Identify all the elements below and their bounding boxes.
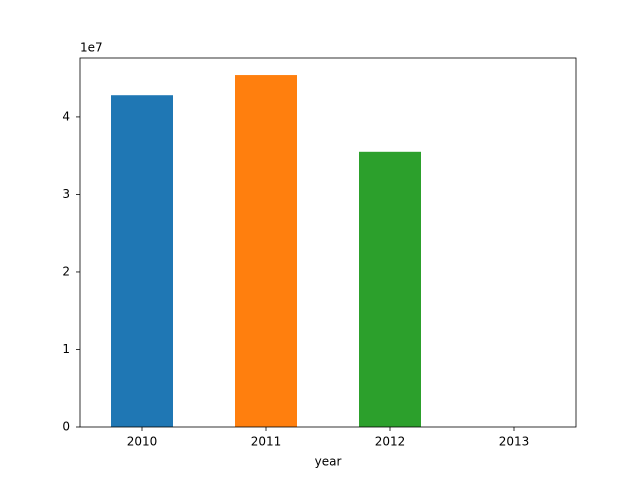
y-offset-label: 1e7 [80, 41, 103, 55]
y-tick-label: 0 [62, 420, 70, 434]
bar [235, 75, 297, 427]
y-tick-label: 4 [62, 109, 70, 123]
bar [111, 95, 173, 427]
bar [359, 151, 421, 427]
x-tick-label: 2012 [375, 435, 406, 449]
axes-frame [79, 57, 577, 428]
y-tick-label: 2 [62, 264, 70, 278]
x-tick-label: 2013 [499, 435, 530, 449]
y-tick-label: 3 [62, 187, 70, 201]
x-axis-label: year [315, 455, 342, 469]
x-tick-label: 2011 [251, 435, 282, 449]
x-tick-label: 2010 [127, 435, 158, 449]
y-tick-label: 1 [62, 342, 70, 356]
